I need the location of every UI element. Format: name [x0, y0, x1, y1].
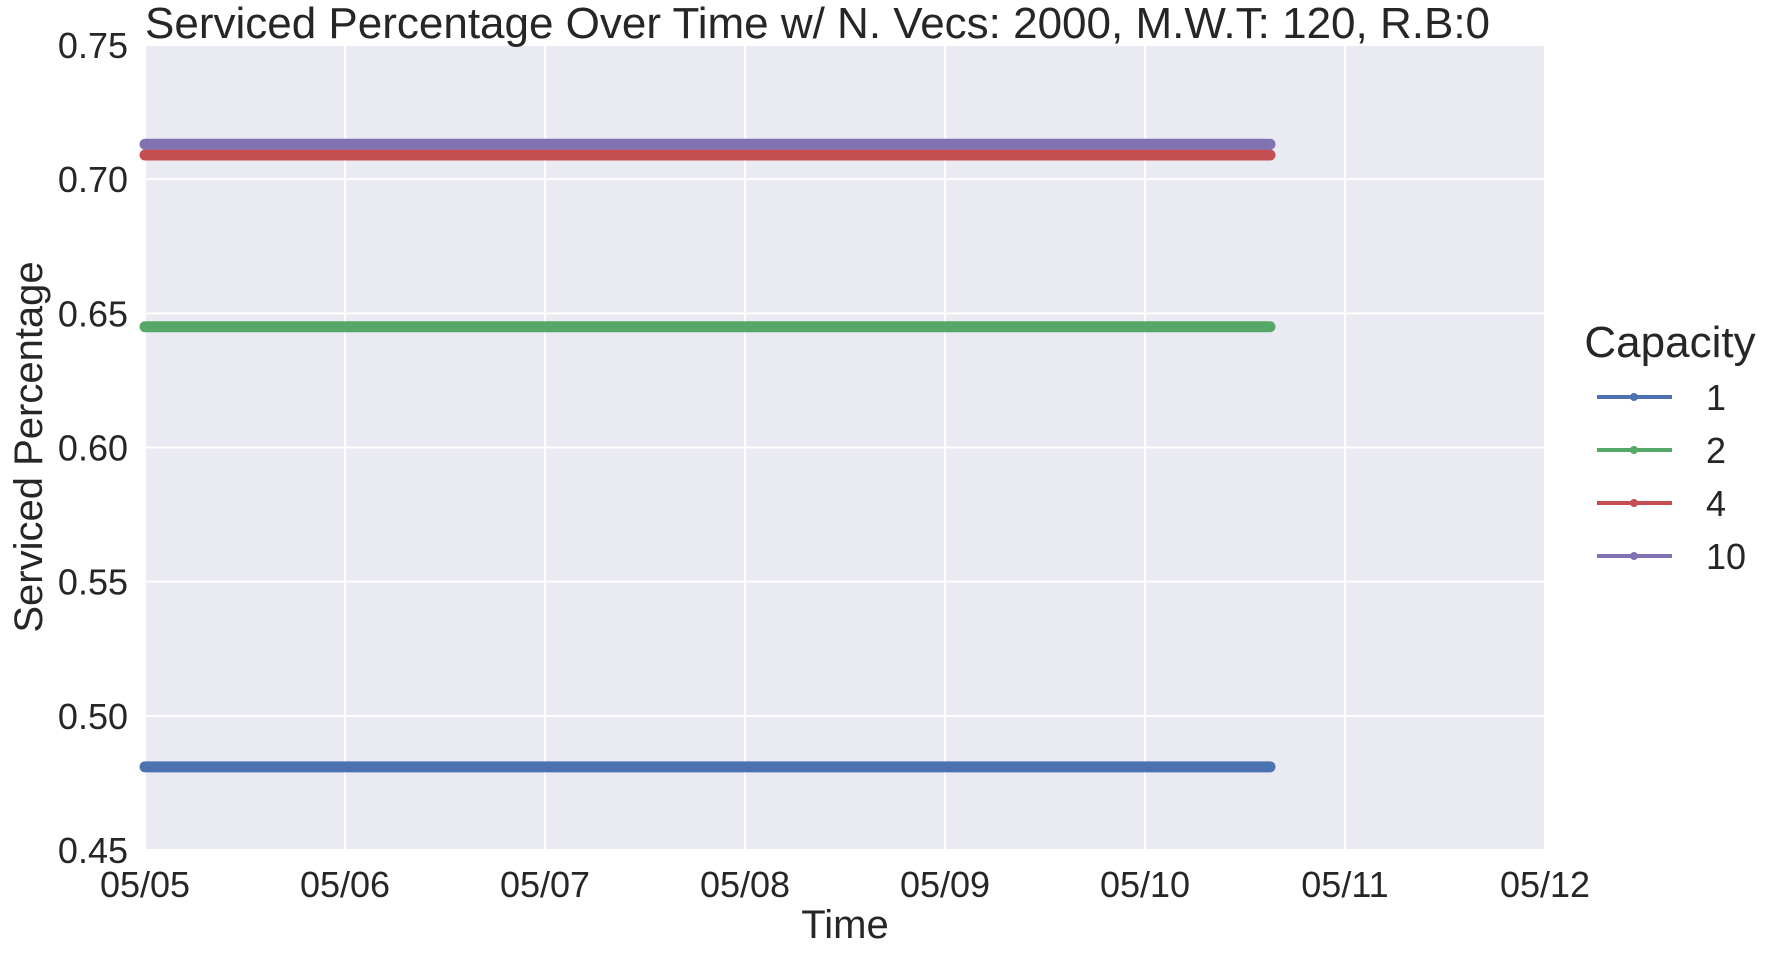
legend-entry-4: 4: [1597, 483, 1726, 524]
x-tick-label: 05/08: [700, 864, 790, 905]
legend-entry-10: 10: [1597, 536, 1746, 577]
x-tick-label: 05/07: [500, 864, 590, 905]
legend-swatch-marker: [1630, 552, 1638, 560]
y-tick-label: 0.60: [58, 428, 128, 469]
y-tick-labels: 0.45 0.50 0.55 0.60 0.65 0.70 0.75: [58, 25, 128, 871]
chart-title: Serviced Percentage Over Time w/ N. Vecs…: [145, 0, 1490, 48]
legend-swatch-marker: [1630, 499, 1638, 507]
x-tick-label: 05/11: [1301, 864, 1388, 905]
y-tick-label: 0.70: [58, 159, 128, 200]
x-axis-label: Time: [801, 903, 888, 947]
x-tick-label: 05/12: [1500, 864, 1590, 905]
legend-label: 1: [1706, 377, 1726, 418]
legend-swatch-marker: [1630, 393, 1638, 401]
legend-label: 10: [1706, 536, 1746, 577]
legend-label: 2: [1706, 430, 1726, 471]
x-tick-label: 05/09: [900, 864, 990, 905]
x-tick-label: 05/10: [1100, 864, 1190, 905]
y-axis-label: Serviced Percentage: [7, 261, 51, 632]
legend-title: Capacity: [1584, 318, 1755, 367]
legend-swatch-marker: [1630, 446, 1638, 454]
series-lines: [139, 138, 1276, 773]
legend: Capacity 1 2 4 10: [1584, 318, 1755, 577]
legend-label: 4: [1706, 483, 1726, 524]
legend-entry-1: 1: [1597, 377, 1726, 418]
y-tick-label: 0.75: [58, 25, 128, 66]
x-tick-label: 05/06: [300, 864, 390, 905]
legend-entry-2: 2: [1597, 430, 1726, 471]
y-tick-label: 0.50: [58, 696, 128, 737]
x-tick-label: 05/05: [100, 864, 190, 905]
y-tick-label: 0.55: [58, 562, 128, 603]
x-tick-labels: 05/05 05/06 05/07 05/08 05/09 05/10 05/11 05/12: [100, 864, 1590, 905]
y-tick-label: 0.65: [58, 293, 128, 334]
y-tick-label: 0.45: [58, 830, 128, 871]
grid-lines: [144, 44, 1546, 851]
